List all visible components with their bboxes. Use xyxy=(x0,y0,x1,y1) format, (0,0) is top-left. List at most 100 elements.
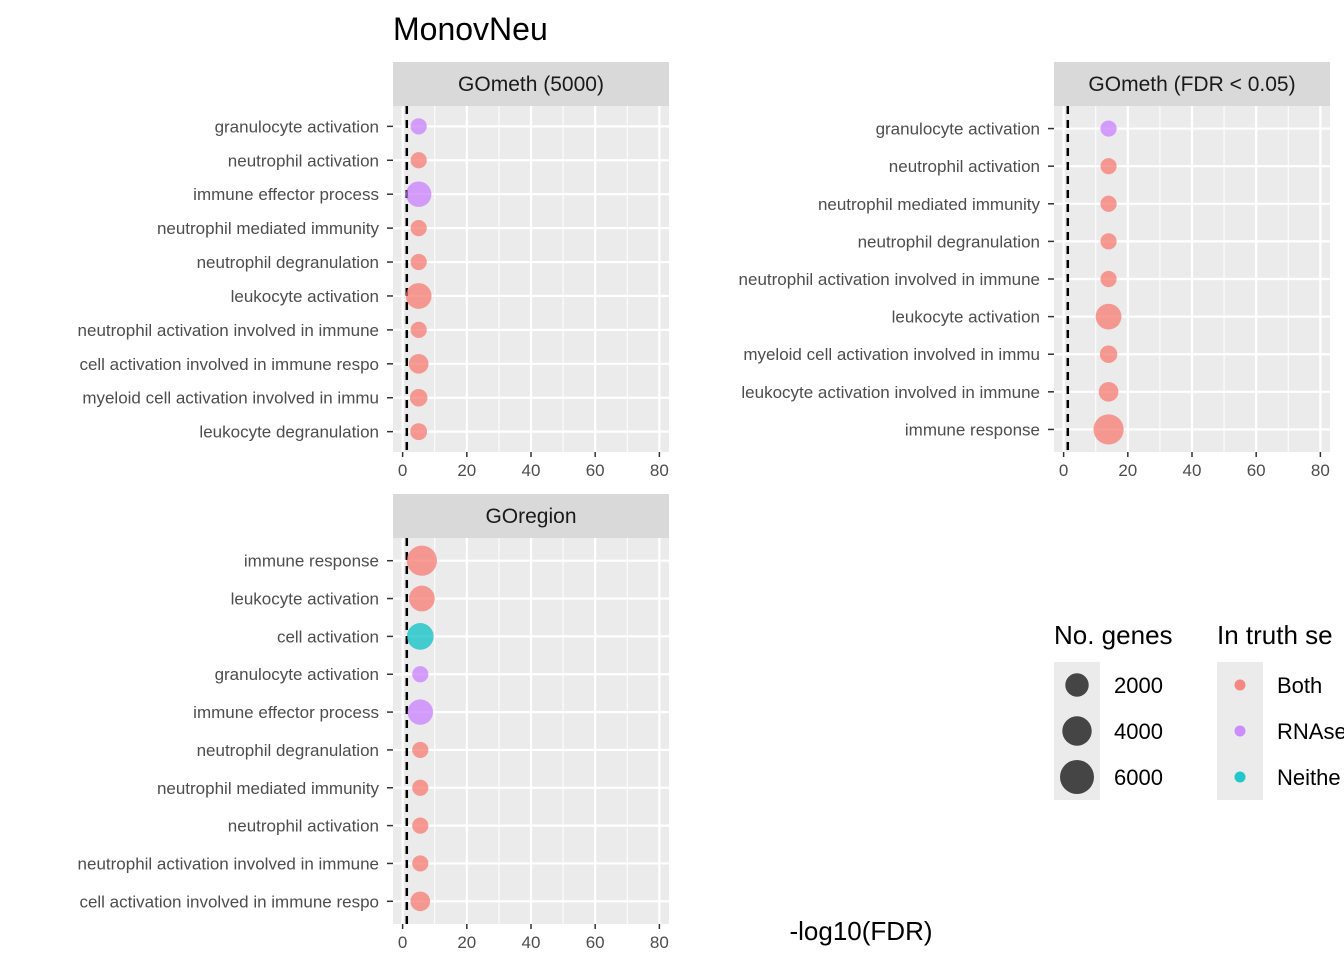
y-tick-label: immune response xyxy=(905,420,1040,439)
x-tick-label: 0 xyxy=(398,461,407,480)
y-tick-label: neutrophil degranulation xyxy=(197,253,379,272)
color-legend-key xyxy=(1234,679,1246,691)
data-point xyxy=(406,545,437,576)
y-tick-label: myeloid cell activation involved in immu xyxy=(743,345,1040,364)
data-point xyxy=(410,891,431,912)
y-tick-label: leukocyte activation xyxy=(231,287,379,306)
panels-layer: GOmeth (5000) 0 20 40 60 80 granulocyte activa… xyxy=(78,62,1330,952)
y-tick-label: neutrophil activation xyxy=(228,151,379,170)
y-tick-label: cell activation involved in immune respo xyxy=(79,355,379,374)
data-point xyxy=(412,817,429,834)
color-legend-title: In truth se xyxy=(1217,620,1333,650)
size-legend-label: 6000 xyxy=(1114,765,1163,790)
x-tick-label: 80 xyxy=(650,933,669,952)
x-tick-label: 60 xyxy=(586,461,605,480)
data-point xyxy=(412,855,429,872)
data-point xyxy=(1100,120,1117,137)
facet-panel: GOmeth (5000) 0 20 40 60 80 granulocyte activa… xyxy=(78,62,669,480)
x-axis-title: -log10(FDR) xyxy=(789,916,932,946)
data-point xyxy=(1095,303,1122,330)
facet-panel: GOmeth (FDR < 0.05) 0 20 40 60 80 granulocyte … xyxy=(739,62,1330,480)
facet-strip-label: GOmeth (FDR < 0.05) xyxy=(1088,73,1295,96)
data-point xyxy=(1100,195,1117,212)
color-legend-label: Neithe xyxy=(1277,765,1341,790)
data-point xyxy=(410,321,427,338)
data-point xyxy=(405,283,432,309)
y-tick-label: leukocyte degranulation xyxy=(199,423,379,442)
y-tick-label: granulocyte activation xyxy=(215,665,379,684)
y-tick-label: neutrophil mediated immunity xyxy=(157,219,380,238)
x-tick-label: 0 xyxy=(1059,461,1068,480)
data-point xyxy=(412,741,429,759)
facet-strip xyxy=(393,494,669,538)
facet-strip xyxy=(393,62,669,106)
y-tick-label: immune effector process xyxy=(193,185,379,204)
size-legend-key xyxy=(1062,716,1092,746)
y-tick-label: myeloid cell activation involved in immu xyxy=(82,389,379,408)
data-point xyxy=(408,585,435,612)
facet-strip-label: GOmeth (5000) xyxy=(458,73,604,96)
x-tick-label: 40 xyxy=(522,933,541,952)
data-point xyxy=(410,220,427,237)
x-tick-label: 60 xyxy=(1247,461,1266,480)
data-point xyxy=(412,666,429,683)
x-tick-label: 80 xyxy=(650,461,669,480)
y-tick-label: immune effector process xyxy=(193,703,379,722)
y-tick-label: leukocyte activation involved in immune xyxy=(741,383,1040,402)
chart-title: MonovNeu xyxy=(393,11,548,47)
data-point xyxy=(408,353,429,374)
facet-strip xyxy=(1054,62,1330,106)
y-tick-label: immune response xyxy=(244,552,379,571)
y-tick-label: cell activation involved in immune respo xyxy=(79,892,379,911)
x-tick-label: 0 xyxy=(398,933,407,952)
y-tick-label: leukocyte activation xyxy=(892,308,1040,327)
data-point xyxy=(410,253,427,271)
data-point xyxy=(1100,233,1117,250)
y-tick-label: neutrophil mediated immunity xyxy=(157,779,380,798)
facet-strip-label: GOregion xyxy=(485,505,576,528)
y-tick-label: neutrophil activation involved in immune xyxy=(78,321,379,340)
y-tick-label: granulocyte activation xyxy=(215,117,379,136)
y-tick-label: cell activation xyxy=(277,627,379,646)
y-tick-label: neutrophil activation xyxy=(889,157,1040,176)
y-tick-label: neutrophil mediated immunity xyxy=(818,195,1041,214)
facet-panel: GOregion 0 20 40 60 80 immune response leukocyt… xyxy=(78,494,669,952)
data-point xyxy=(1100,270,1117,288)
x-tick-label: 20 xyxy=(457,461,476,480)
y-tick-label: neutrophil degranulation xyxy=(197,741,379,760)
y-tick-label: neutrophil activation involved in immune xyxy=(739,270,1040,289)
data-point xyxy=(406,623,434,650)
x-tick-label: 40 xyxy=(1183,461,1202,480)
size-legend-title: No. genes xyxy=(1054,620,1173,650)
color-legend-label: Both xyxy=(1277,673,1322,698)
y-tick-label: neutrophil activation xyxy=(228,817,379,836)
color-legend-key xyxy=(1234,771,1246,783)
color-legend-key xyxy=(1234,725,1246,737)
data-point xyxy=(410,423,428,441)
size-legend-label: 4000 xyxy=(1114,719,1163,744)
data-point xyxy=(1099,345,1118,363)
size-legend-key xyxy=(1065,673,1089,697)
y-tick-label: neutrophil degranulation xyxy=(858,232,1040,251)
data-point xyxy=(410,152,427,169)
size-legend-key xyxy=(1060,760,1094,794)
data-point xyxy=(405,181,432,207)
x-tick-label: 60 xyxy=(586,933,605,952)
data-point xyxy=(412,779,429,796)
data-point xyxy=(1100,158,1117,175)
data-point xyxy=(409,388,428,407)
x-tick-label: 80 xyxy=(1311,461,1330,480)
data-point xyxy=(1098,381,1119,402)
x-tick-label: 40 xyxy=(522,461,541,480)
data-point xyxy=(407,699,434,725)
y-tick-label: granulocyte activation xyxy=(876,120,1040,139)
x-tick-label: 20 xyxy=(457,933,476,952)
size-legend-label: 2000 xyxy=(1114,673,1163,698)
data-point xyxy=(410,118,427,135)
y-tick-label: neutrophil activation involved in immune xyxy=(78,854,379,873)
data-point xyxy=(1093,414,1124,445)
legend: No. genes 2000 4000 6000 In truth se Both RNAs… xyxy=(1054,620,1344,800)
y-tick-label: leukocyte activation xyxy=(231,590,379,609)
color-legend-label: RNAse xyxy=(1277,719,1344,744)
